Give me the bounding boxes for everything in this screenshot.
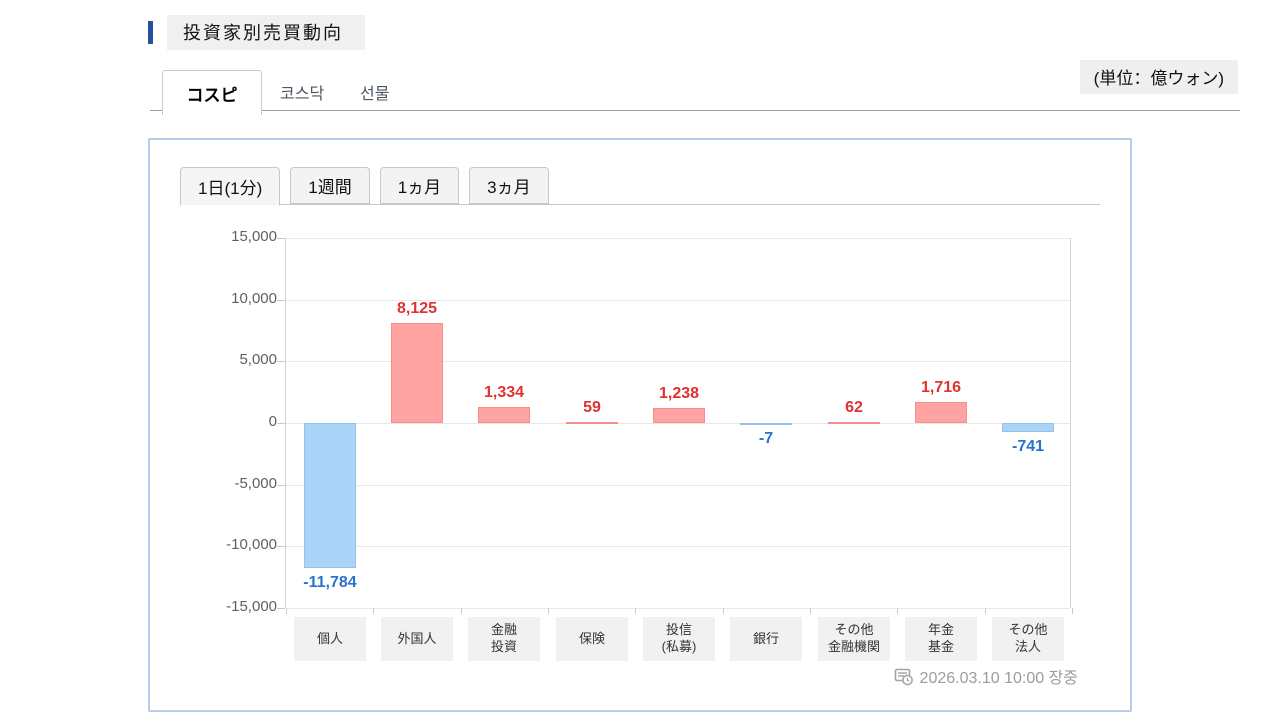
gridline (286, 485, 1070, 486)
chart-panel: 1日(1分) 1週間 1ヵ月 3ヵ月 15,000 10,000 5,000 0 -5,000… (148, 138, 1132, 712)
value-label-0: -11,784 (303, 574, 357, 592)
y-tick-mark (277, 608, 285, 609)
x-tick-mark (461, 608, 462, 614)
chart-timestamp: 2026.03.10 10:00 장중 (894, 664, 1078, 688)
market-tab-1[interactable]: 코스닥 (280, 86, 325, 103)
period-tab-3[interactable]: 3ヵ月 (469, 167, 549, 204)
x-tick-mark (985, 608, 986, 614)
gridline (286, 238, 1070, 239)
period-tab-bar: 1日(1分) 1週間 1ヵ月 3ヵ月 (180, 167, 1100, 206)
gridline (286, 546, 1070, 547)
bar-0 (304, 423, 356, 569)
y-tick-label: 15,000 (231, 228, 277, 245)
value-label-5: -7 (758, 430, 774, 447)
title-accent-bar (148, 21, 153, 44)
category-label-2: 金融 投資 (468, 617, 540, 661)
gridline (286, 361, 1070, 362)
unit-label: (単位：億ウォン) (1079, 60, 1238, 94)
gridline (286, 300, 1070, 301)
y-tick-label: 0 (268, 413, 277, 430)
timestamp-text: 2026.03.10 10:00 장중 (919, 670, 1078, 687)
value-label-6: 62 (845, 399, 863, 416)
market-tab-2[interactable]: 선물 (360, 86, 390, 103)
x-tick-mark (810, 608, 811, 614)
x-tick-mark (1072, 608, 1073, 614)
bar-chart-plot-area: -11,784 個人 8,125 外国人 1,334 金融 投資 59 保険 1,238 投信 (… (285, 238, 1073, 661)
bar-1 (391, 322, 443, 423)
period-tab-1[interactable]: 1週間 (290, 167, 370, 204)
y-tick-mark (277, 361, 285, 362)
category-label-3: 保険 (556, 617, 628, 661)
x-tick-mark (373, 608, 374, 614)
y-tick-mark (277, 546, 285, 547)
category-label-6: その他 金融機関 (818, 617, 890, 661)
category-label-4: 投信 (私募) (643, 617, 715, 661)
bar-6 (828, 422, 880, 424)
value-label-4: 1,238 (658, 384, 700, 402)
bar-4 (653, 407, 705, 423)
market-tab-bar: コスピ 코스닥 선물 (150, 70, 1240, 115)
value-label-2: 1,334 (483, 383, 525, 401)
gridline (286, 608, 1070, 609)
page-title-row: 投資家別売買動向 (148, 15, 365, 50)
page-title: 投資家別売買動向 (167, 15, 365, 50)
category-label-0: 個人 (294, 617, 366, 661)
bar-2 (478, 406, 530, 423)
category-label-1: 外国人 (381, 617, 453, 661)
y-tick-label: 5,000 (239, 351, 277, 368)
x-tick-mark (723, 608, 724, 614)
period-tab-0[interactable]: 1日(1分) (180, 167, 281, 206)
x-tick-mark (548, 608, 549, 614)
category-label-8: その他 法人 (992, 617, 1064, 661)
y-tick-label: 10,000 (231, 290, 277, 307)
y-tick-mark (277, 238, 285, 239)
value-label-8: -741 (1011, 438, 1045, 456)
value-label-1: 8,125 (396, 299, 438, 317)
market-tab-0[interactable]: コスピ (162, 70, 262, 115)
y-tick-label: -15,000 (226, 598, 277, 615)
y-tick-label: -5,000 (234, 475, 277, 492)
y-tick-mark (277, 485, 285, 486)
y-tick-mark (277, 423, 285, 424)
bar-5 (740, 423, 792, 425)
y-tick-label: -10,000 (226, 536, 277, 553)
x-tick-mark (286, 608, 287, 614)
bar-3 (566, 422, 618, 424)
x-tick-mark (635, 608, 636, 614)
clock-document-icon (894, 668, 913, 685)
x-tick-mark (897, 608, 898, 614)
gridline (286, 423, 1070, 424)
y-tick-mark (277, 300, 285, 301)
value-label-7: 1,716 (920, 378, 962, 396)
period-tab-2[interactable]: 1ヵ月 (379, 167, 460, 204)
category-label-7: 年金 基金 (905, 617, 977, 661)
bar-7 (915, 401, 967, 423)
bar-8 (1002, 423, 1054, 433)
value-label-3: 59 (583, 399, 601, 416)
category-label-5: 銀行 (730, 617, 802, 661)
